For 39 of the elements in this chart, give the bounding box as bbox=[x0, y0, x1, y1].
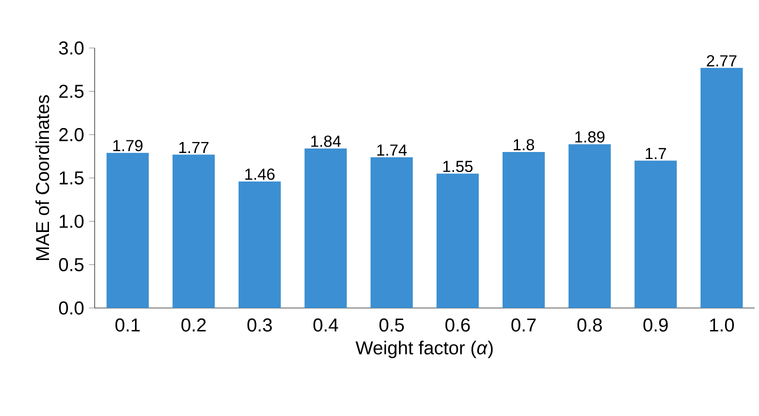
bar bbox=[370, 157, 413, 308]
bar bbox=[502, 152, 545, 308]
y-tick-label: 2.0 bbox=[59, 128, 84, 142]
bar bbox=[568, 144, 611, 308]
bar bbox=[172, 154, 215, 308]
data-label: 1.79 bbox=[113, 140, 142, 152]
bar bbox=[700, 68, 743, 308]
data-label: 1.55 bbox=[443, 160, 473, 172]
data-label: 1.74 bbox=[377, 144, 407, 156]
bar bbox=[106, 152, 149, 308]
y-tick-label: 3.0 bbox=[59, 41, 84, 55]
data-label: 1.77 bbox=[179, 142, 208, 153]
bar bbox=[634, 160, 677, 308]
y-tick-label: 1.0 bbox=[60, 214, 84, 228]
data-label: 1.46 bbox=[245, 168, 275, 180]
x-tick-label: 1.0 bbox=[710, 318, 734, 332]
x-tick-label: 0.7 bbox=[511, 318, 536, 332]
y-tick-label: 0.5 bbox=[59, 258, 84, 272]
data-label: 1.8 bbox=[514, 139, 534, 150]
y-tick-label: 0.0 bbox=[59, 301, 84, 315]
y-tick-label: 1.5 bbox=[60, 171, 84, 185]
x-tick-label: 0.1 bbox=[115, 318, 140, 332]
x-tick-label: 0.8 bbox=[577, 318, 602, 332]
x-tick-label: 0.2 bbox=[181, 318, 206, 332]
bar bbox=[238, 181, 281, 308]
x-tick-label: 0.6 bbox=[445, 318, 470, 332]
data-label: 1.7 bbox=[646, 148, 666, 160]
data-label: 1.84 bbox=[311, 136, 341, 147]
x-axis-title: Weight factor (α) bbox=[356, 340, 493, 358]
x-tick-label: 0.4 bbox=[313, 318, 338, 332]
data-label: 2.77 bbox=[706, 55, 736, 66]
bar bbox=[436, 174, 479, 308]
y-axis-title: MAE of Coordinates bbox=[35, 95, 50, 260]
y-tick-label: 2.5 bbox=[59, 84, 84, 98]
x-tick-label: 0.9 bbox=[643, 318, 668, 332]
bar bbox=[304, 148, 347, 308]
data-label: 1.89 bbox=[575, 131, 604, 143]
x-tick-label: 0.3 bbox=[247, 318, 272, 332]
x-tick-label: 0.5 bbox=[379, 318, 404, 332]
